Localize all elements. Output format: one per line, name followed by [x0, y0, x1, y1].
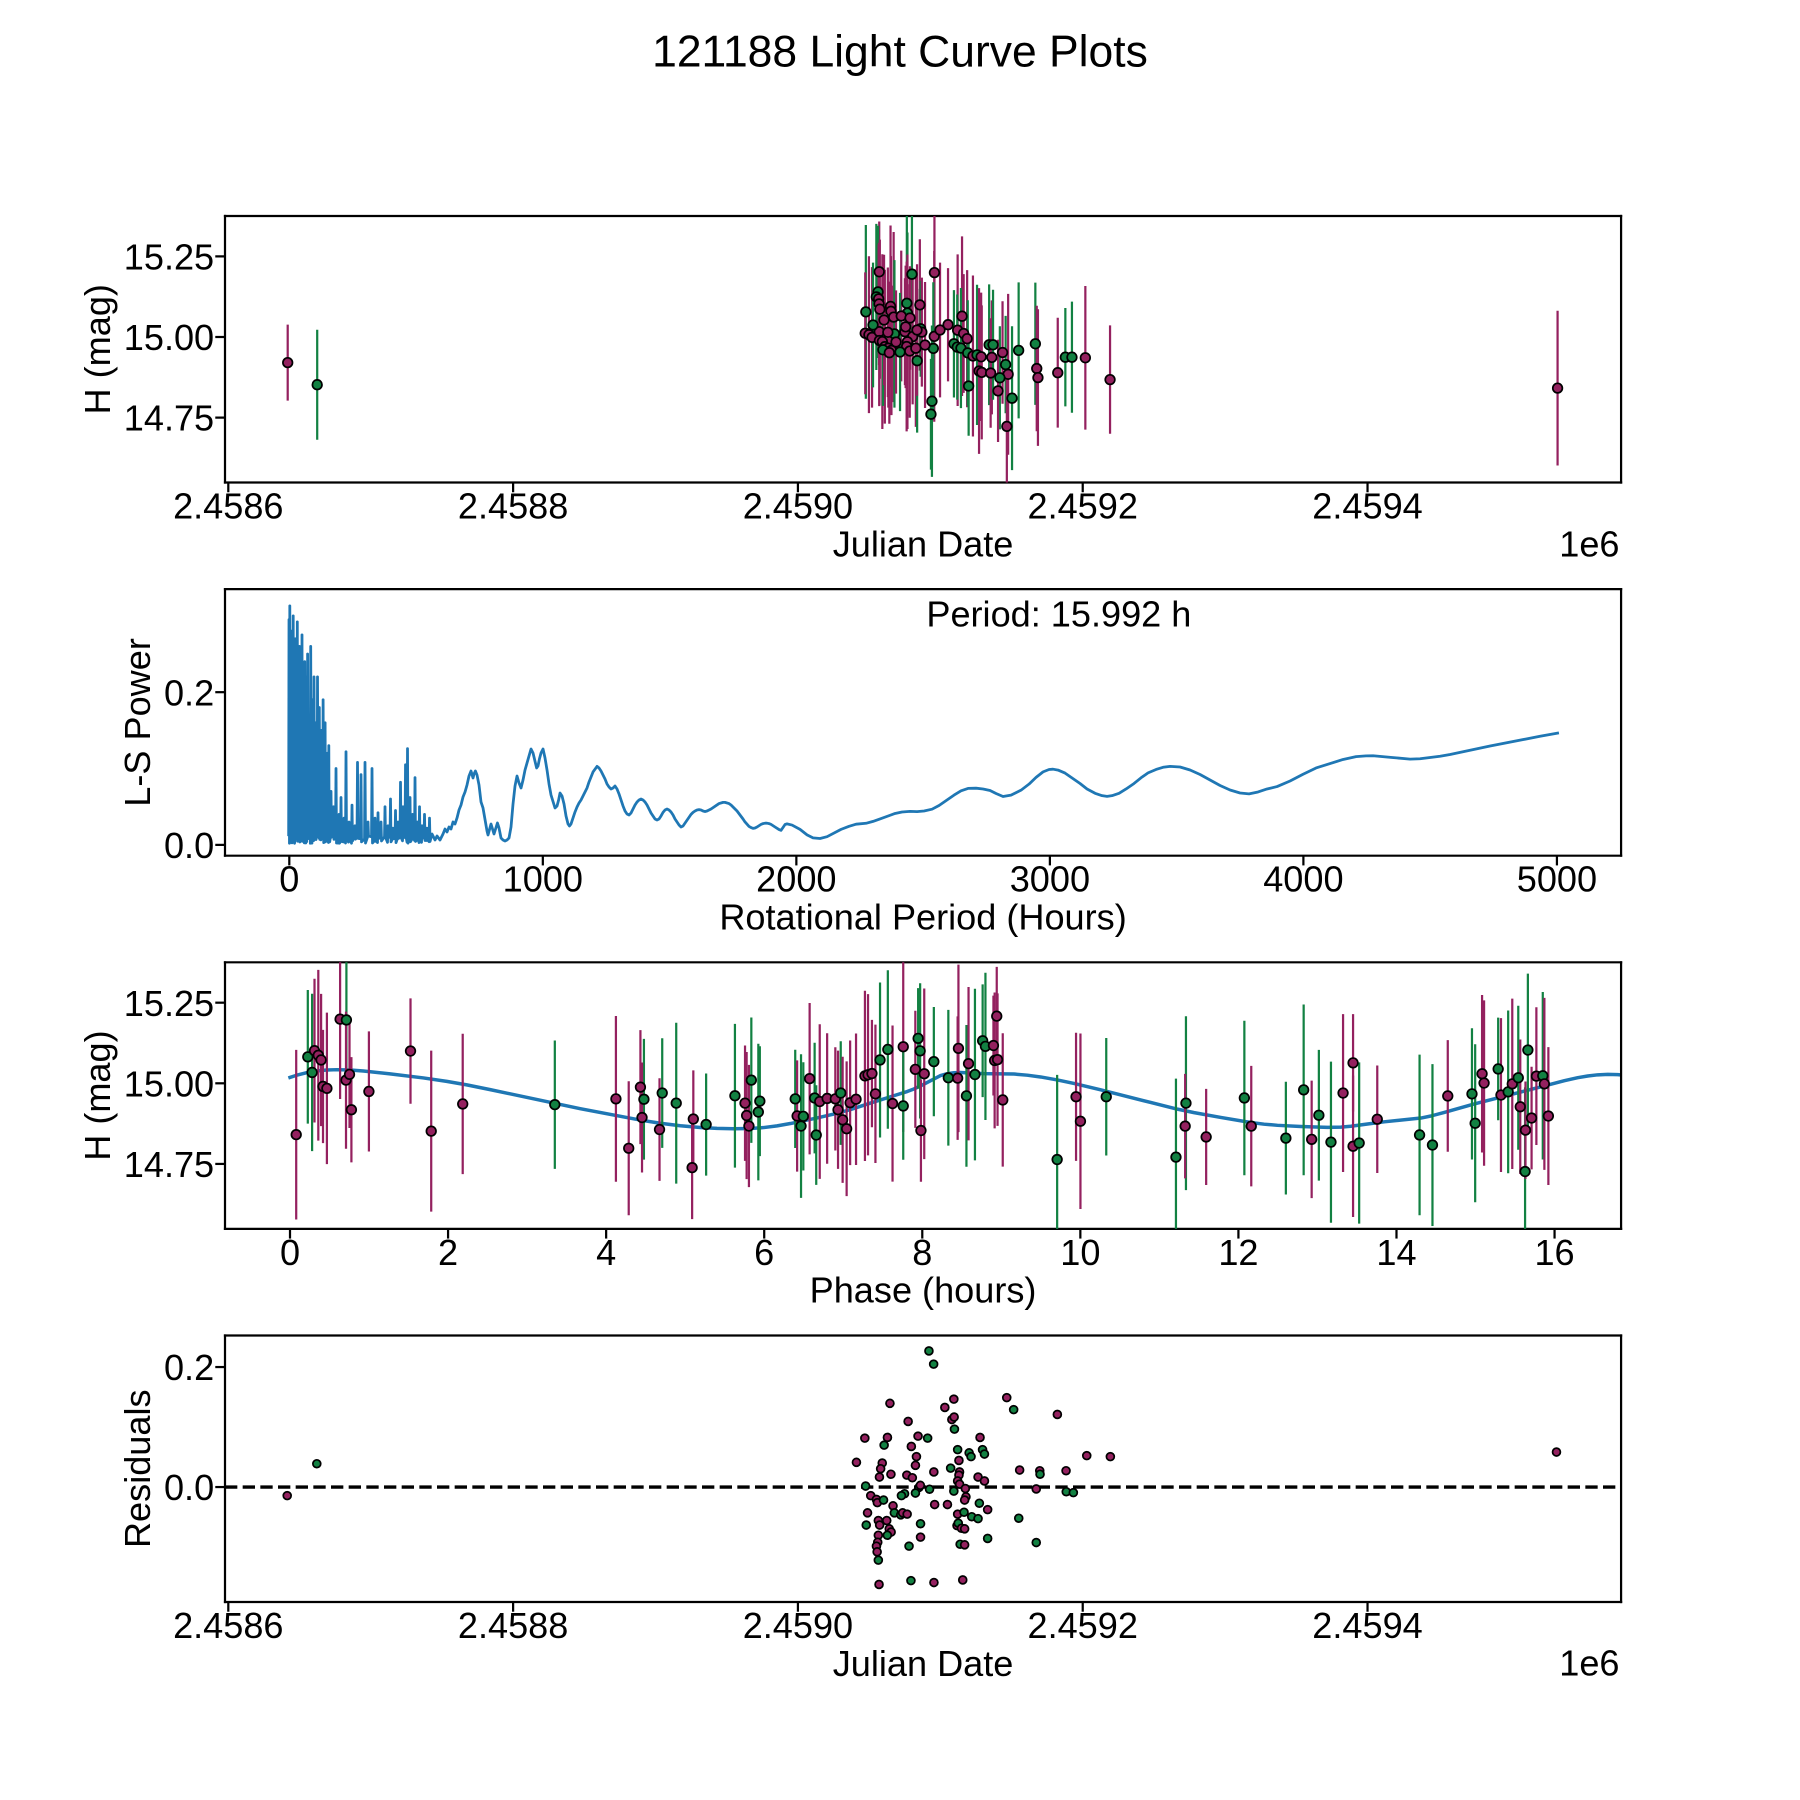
svg-text:2.4586: 2.4586 — [173, 1605, 283, 1646]
svg-text:2.4592: 2.4592 — [1027, 1605, 1137, 1646]
svg-text:15.00: 15.00 — [124, 317, 214, 358]
svg-text:2.4594: 2.4594 — [1312, 486, 1422, 527]
svg-text:L-S Power: L-S Power — [117, 638, 158, 807]
svg-text:10: 10 — [1060, 1232, 1100, 1273]
svg-text:2.4588: 2.4588 — [458, 1605, 568, 1646]
svg-text:Residuals: Residuals — [117, 1389, 158, 1548]
svg-text:4: 4 — [596, 1232, 616, 1273]
svg-text:Julian Date: Julian Date — [833, 523, 1014, 564]
svg-text:15.25: 15.25 — [124, 983, 214, 1024]
svg-text:3000: 3000 — [1010, 859, 1090, 900]
svg-text:0: 0 — [280, 1232, 300, 1273]
svg-text:14.75: 14.75 — [124, 1144, 214, 1185]
svg-text:Phase (hours): Phase (hours) — [810, 1270, 1037, 1311]
svg-text:8: 8 — [912, 1232, 932, 1273]
svg-text:14: 14 — [1376, 1232, 1416, 1273]
svg-text:2000: 2000 — [756, 859, 836, 900]
svg-text:4000: 4000 — [1263, 859, 1343, 900]
svg-text:Period: 15.992 h: Period: 15.992 h — [926, 593, 1191, 634]
svg-text:121188 Light Curve Plots: 121188 Light Curve Plots — [652, 27, 1148, 76]
svg-text:5000: 5000 — [1517, 859, 1597, 900]
svg-text:1000: 1000 — [503, 859, 583, 900]
svg-text:2.4586: 2.4586 — [173, 486, 283, 527]
svg-text:2: 2 — [438, 1232, 458, 1273]
svg-text:Rotational Period (Hours): Rotational Period (Hours) — [719, 897, 1126, 938]
svg-text:6: 6 — [754, 1232, 774, 1273]
svg-text:H (mag): H (mag) — [77, 1030, 118, 1160]
svg-text:2.4594: 2.4594 — [1312, 1605, 1422, 1646]
svg-text:Julian Date: Julian Date — [833, 1643, 1014, 1684]
svg-text:2.4590: 2.4590 — [743, 1605, 853, 1646]
svg-text:15.00: 15.00 — [124, 1063, 214, 1104]
svg-text:2.4590: 2.4590 — [743, 486, 853, 527]
svg-text:12: 12 — [1218, 1232, 1258, 1273]
svg-text:2.4588: 2.4588 — [458, 486, 568, 527]
svg-text:H (mag): H (mag) — [77, 284, 118, 414]
svg-text:0.0: 0.0 — [164, 1467, 214, 1508]
svg-text:1e6: 1e6 — [1559, 523, 1619, 564]
svg-text:1e6: 1e6 — [1559, 1642, 1619, 1683]
svg-text:15.25: 15.25 — [124, 236, 214, 277]
svg-text:16: 16 — [1534, 1232, 1574, 1273]
svg-text:0.2: 0.2 — [164, 672, 214, 713]
svg-text:2.4592: 2.4592 — [1027, 486, 1137, 527]
svg-text:0: 0 — [279, 859, 299, 900]
svg-text:14.75: 14.75 — [124, 398, 214, 439]
svg-text:0.2: 0.2 — [164, 1347, 214, 1388]
svg-text:0.0: 0.0 — [164, 825, 214, 866]
